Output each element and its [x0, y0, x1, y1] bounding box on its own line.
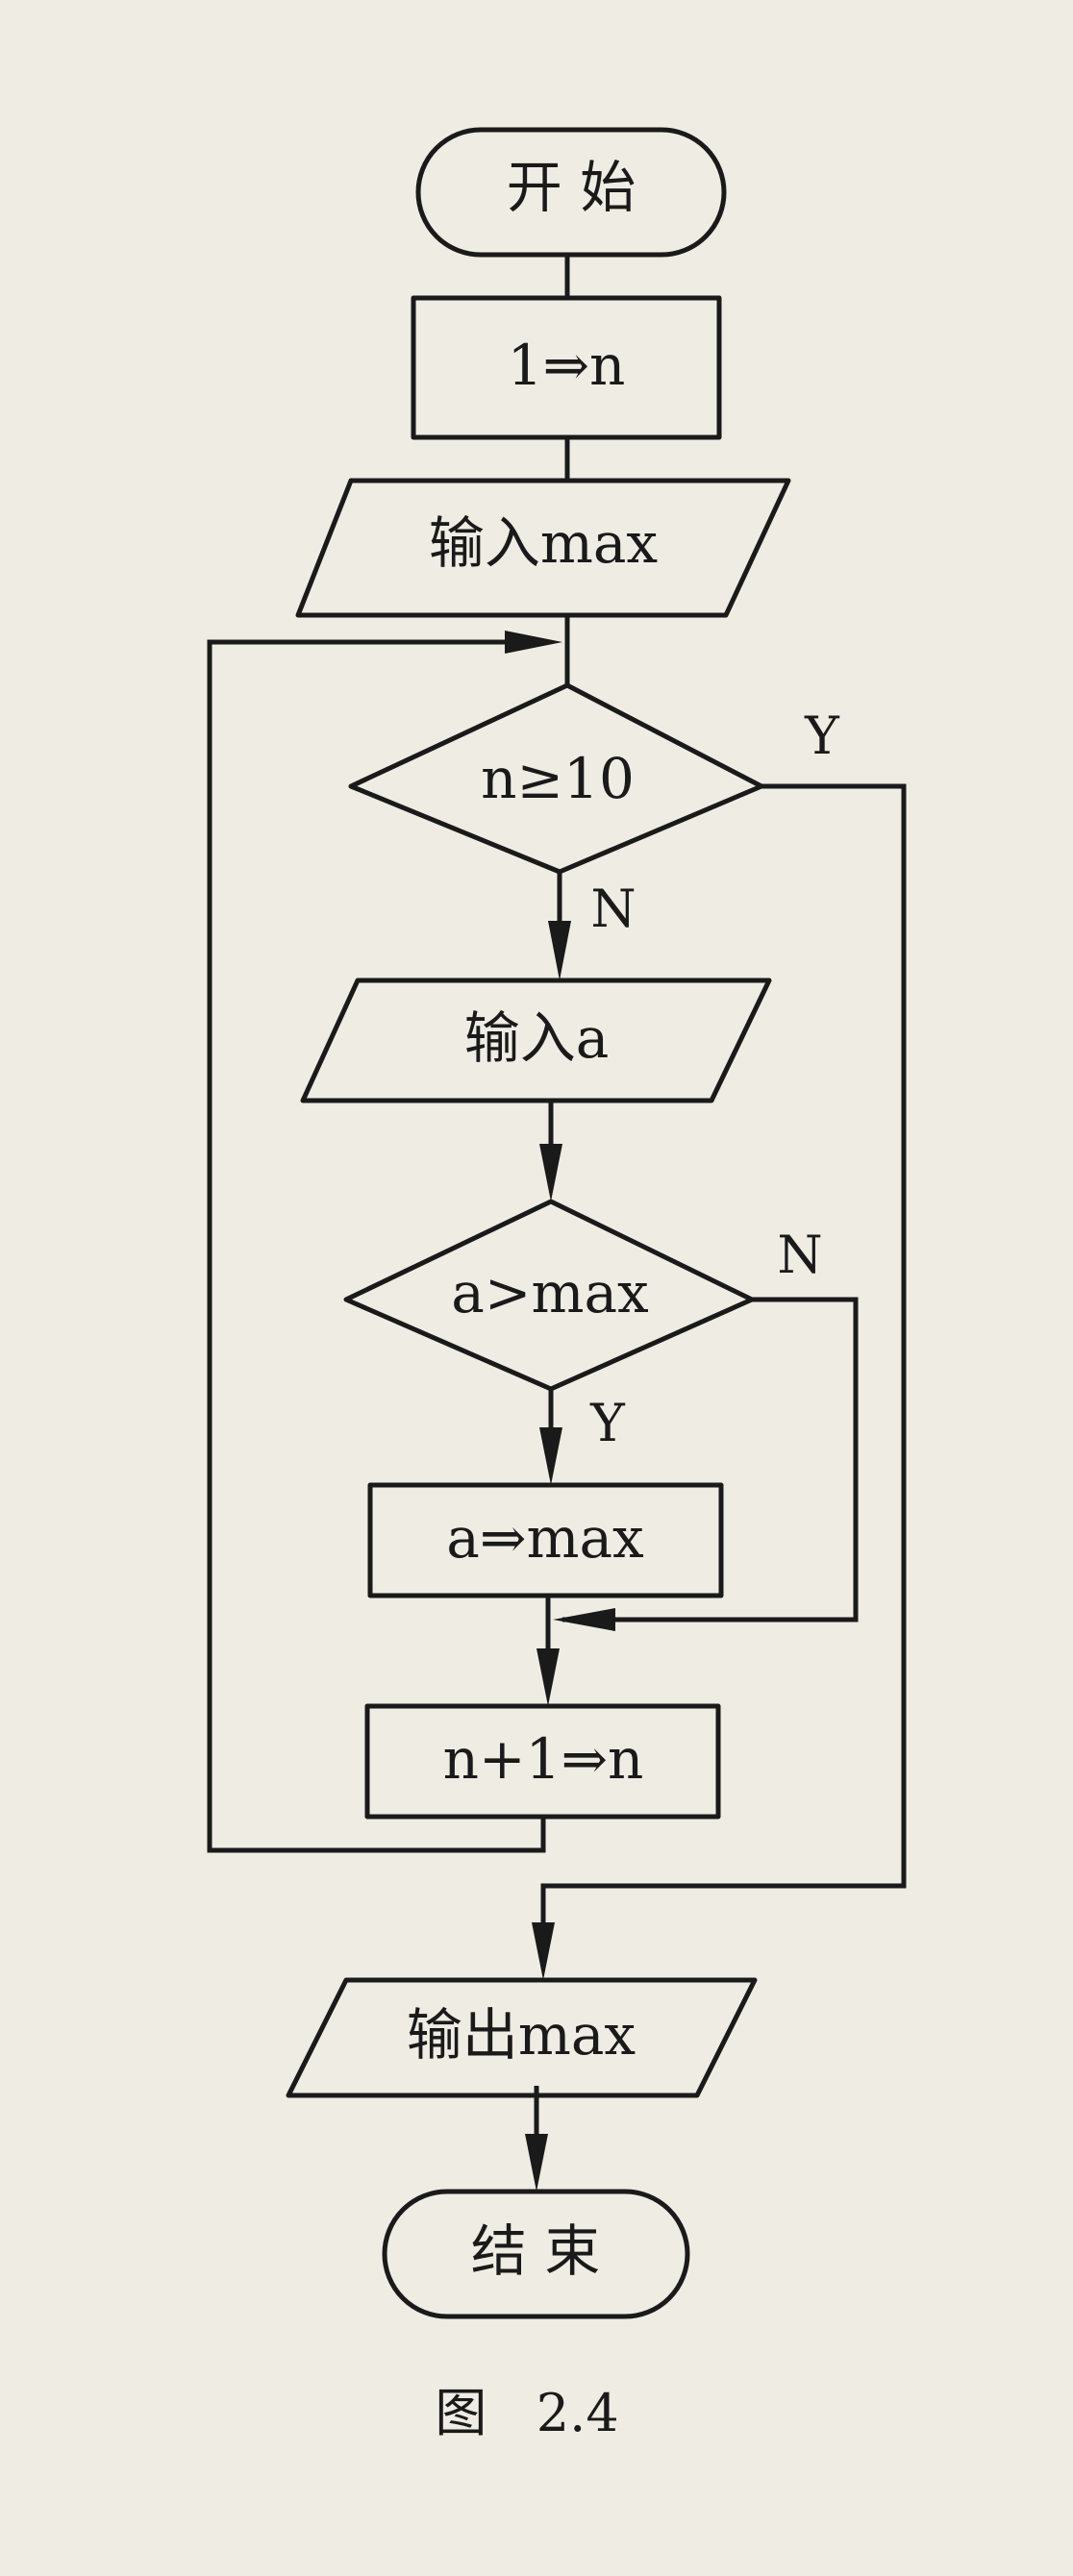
- branch-condn-no: N: [590, 879, 636, 939]
- branch-conda-yes: Y: [589, 1393, 626, 1453]
- branch-condn-yes: Y: [804, 706, 840, 766]
- increment-process: [364, 1703, 721, 1820]
- start-label: 开 始: [507, 155, 636, 220]
- decision-a-label: a>max: [451, 1260, 648, 1325]
- arrowheads: [505, 631, 615, 2192]
- arrowhead-to-output: [532, 1922, 555, 1980]
- end-terminal: [382, 2189, 690, 2319]
- input-a-label: 输入a: [464, 1005, 610, 1071]
- assign-label: a⇒max: [446, 1505, 643, 1571]
- arrowhead-to-assign: [539, 1427, 562, 1485]
- end-label: 结 束: [471, 2218, 600, 2284]
- assign-process: [367, 1482, 724, 1598]
- connector-conda-no: [562, 1297, 859, 1622]
- connector-condn-yes: [540, 783, 907, 1942]
- arrowhead-merge: [553, 1608, 615, 1631]
- arrowhead-to-increment: [536, 1648, 560, 1706]
- decision-a: [343, 1199, 755, 1392]
- input-max-label: 输入max: [429, 510, 658, 576]
- input-max-io: [295, 478, 791, 618]
- init-process: [411, 295, 722, 440]
- input-a-io: [300, 978, 772, 1103]
- arrowhead-to-inputa: [548, 921, 571, 980]
- decision-n-label: n≥10: [481, 746, 635, 811]
- init-label: 1⇒n: [508, 333, 626, 398]
- arrowhead-to-condn-loop: [505, 631, 562, 654]
- arrowhead-to-end: [525, 2134, 548, 2192]
- branch-conda-no: N: [777, 1225, 822, 1285]
- output-max-label: 输出max: [407, 2002, 636, 2068]
- connector-loop-back: [207, 639, 546, 1853]
- figure-caption: 图 2.4: [435, 2383, 618, 2443]
- decision-n: [348, 682, 764, 875]
- arrowhead-to-conda: [539, 1144, 562, 1201]
- increment-label: n+1⇒n: [443, 1726, 644, 1792]
- output-max-io: [286, 1977, 758, 2098]
- start-terminal: [415, 127, 727, 258]
